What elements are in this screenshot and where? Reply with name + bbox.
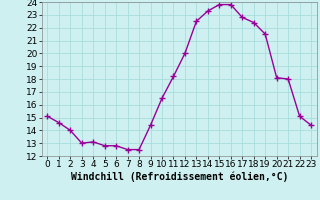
X-axis label: Windchill (Refroidissement éolien,°C): Windchill (Refroidissement éolien,°C) <box>70 172 288 182</box>
